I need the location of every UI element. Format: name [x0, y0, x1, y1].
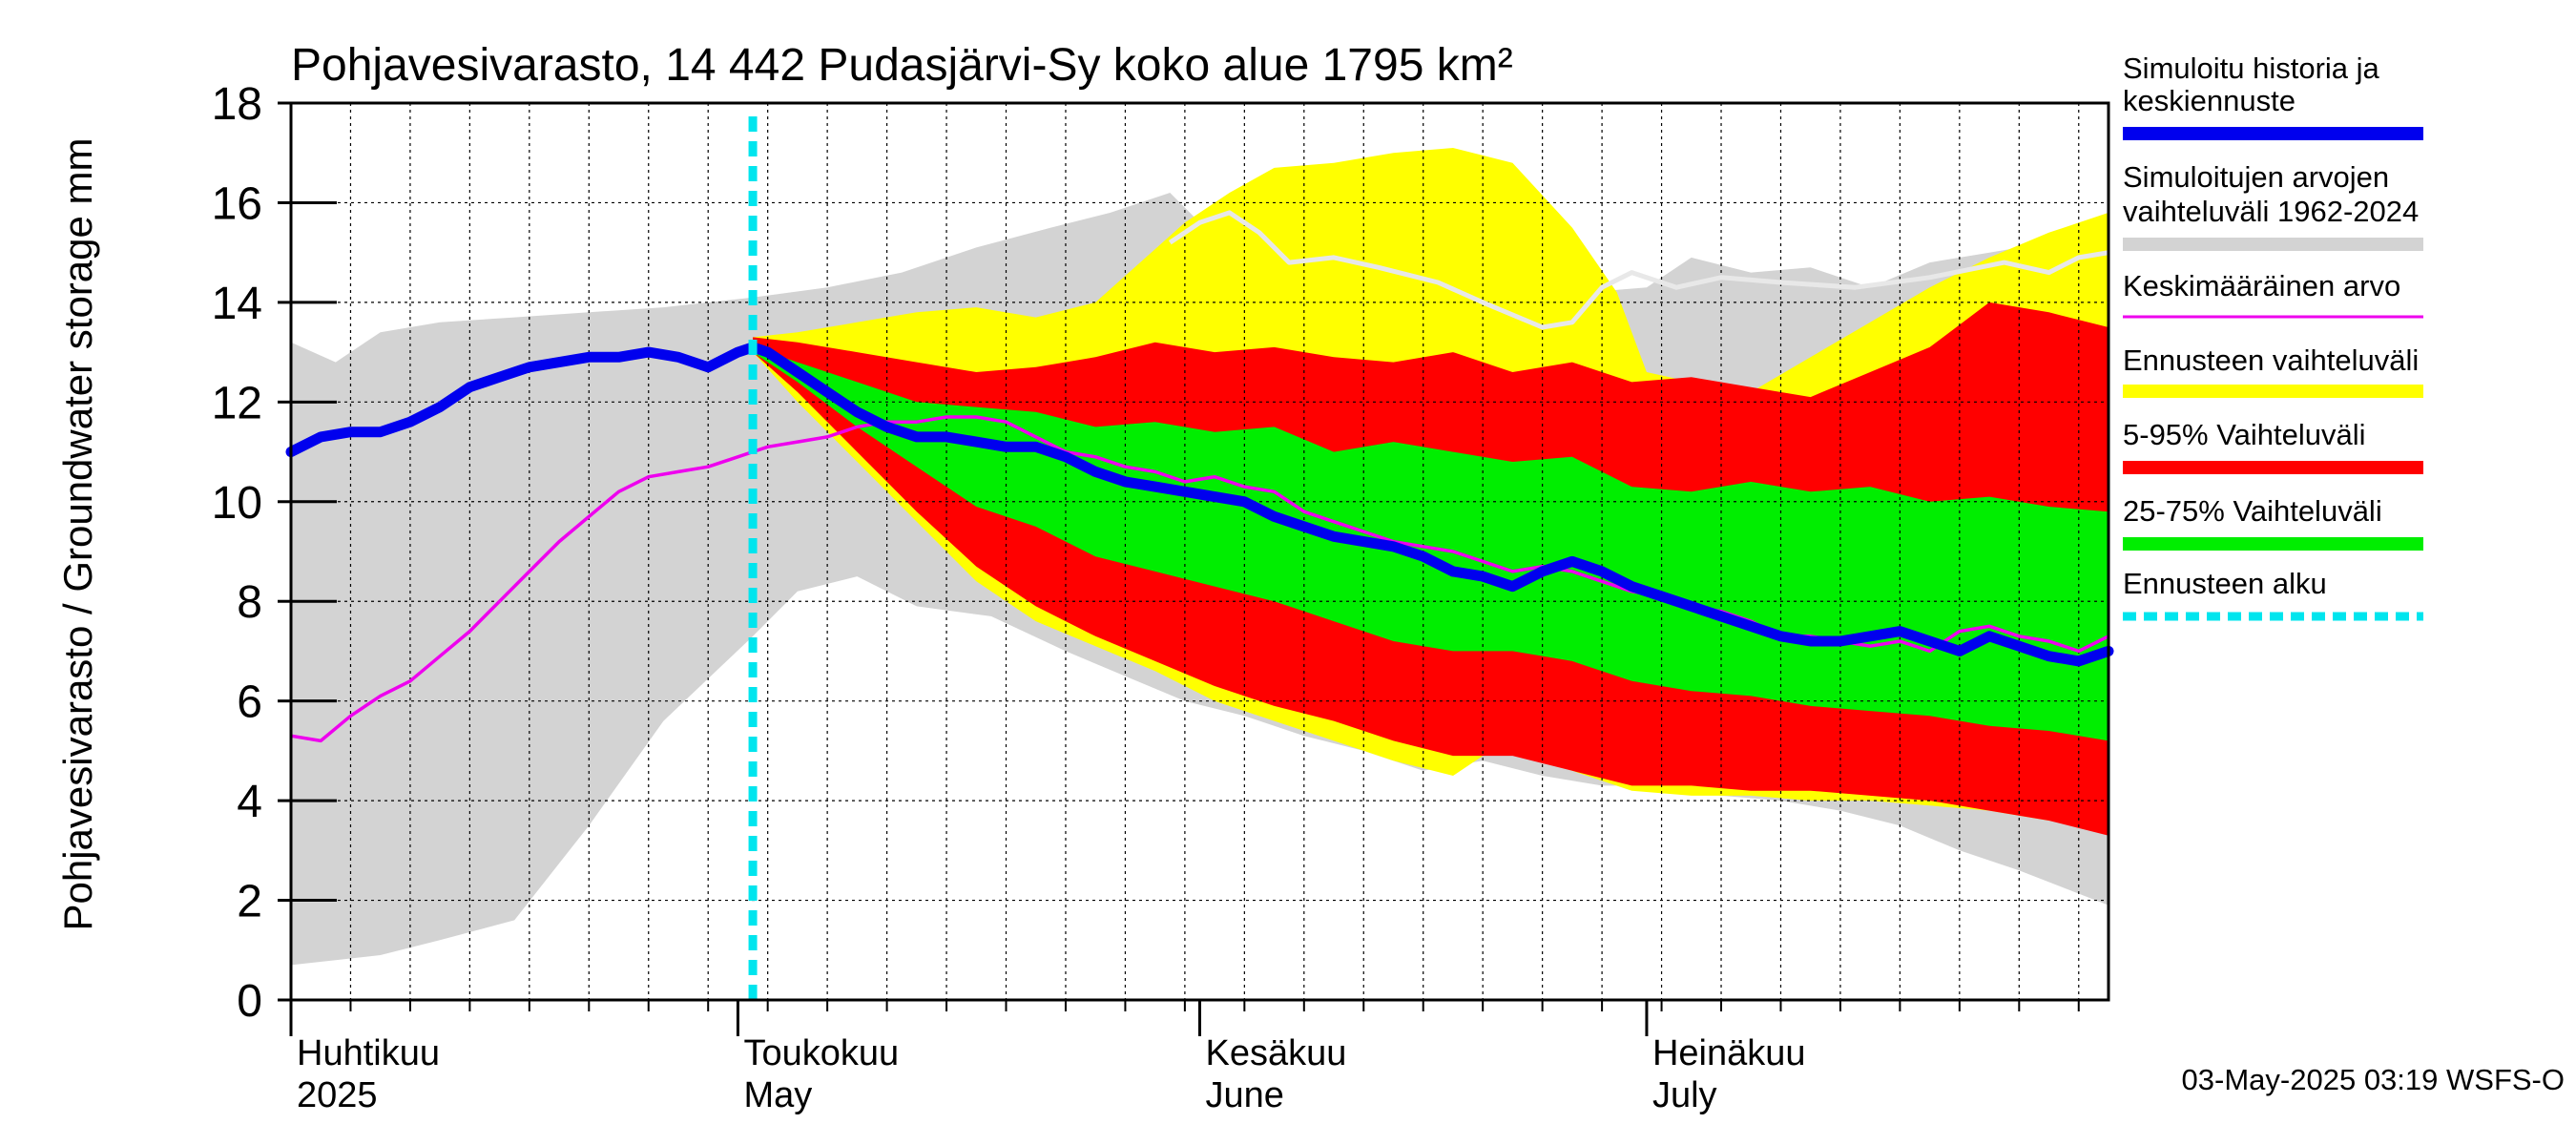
y-axis-label: Pohjavesivarasto / Groundwater storage m… — [55, 137, 100, 930]
historical-median-line — [1168, 210, 2109, 330]
x-month-label-en: May — [743, 1075, 812, 1115]
line-layer — [285, 116, 2114, 1000]
legend-item: 25-75% Vaihteluväli — [2123, 494, 2423, 551]
y-tick-label: 2 — [237, 877, 262, 927]
y-tick-label: 16 — [212, 178, 262, 229]
plot-fill-layer — [291, 148, 2109, 966]
y-tick-label: 0 — [237, 976, 262, 1027]
legend-item: 5-95% Vaihteluväli — [2123, 418, 2423, 474]
legend-label: 25-75% Vaihteluväli — [2123, 494, 2382, 528]
y-tick-label: 4 — [237, 777, 262, 827]
x-month-label-en: July — [1652, 1075, 1717, 1115]
timestamp: 03-May-2025 03:19 WSFS-O — [2182, 1063, 2565, 1096]
legend-label: Keskimääräinen arvo — [2123, 269, 2400, 302]
y-tick-label: 10 — [212, 478, 262, 529]
x-month-label: Heinäkuu — [1652, 1033, 1806, 1073]
y-axis: 0 2 4 6 8 10 12 14 16 18 — [212, 79, 337, 1027]
legend: Simuloitu historia jakeskiennusteSimuloi… — [2123, 52, 2423, 621]
legend-label: Ennusteen alku — [2123, 567, 2327, 600]
y-tick-label: 18 — [212, 79, 262, 130]
x-month-label: Toukokuu — [743, 1033, 899, 1073]
legend-label-2: keskiennuste — [2123, 84, 2296, 117]
grid-layer — [291, 103, 2109, 1000]
y-tick-label: 14 — [212, 279, 262, 329]
legend-item: Ennusteen alku — [2123, 567, 2423, 621]
x-month-label: Kesäkuu — [1206, 1033, 1347, 1073]
legend-label: Simuloitujen arvojen — [2123, 160, 2389, 194]
legend-label: 5-95% Vaihteluväli — [2123, 418, 2365, 451]
x-month-label: Huhtikuu — [297, 1033, 440, 1073]
p25-75-band — [753, 346, 2109, 741]
legend-label: Simuloitu historia ja — [2123, 52, 2380, 85]
legend-item: Keskimääräinen arvo — [2123, 269, 2423, 319]
x-month-label-en: June — [1206, 1075, 1284, 1115]
history-forecast-line — [285, 342, 2114, 667]
chart-title: Pohjavesivarasto, 14 442 Pudasjärvi-Sy k… — [291, 40, 1513, 91]
legend-label: Ennusteen vaihteluväli — [2123, 344, 2419, 377]
legend-item: Ennusteen vaihteluväli — [2123, 344, 2423, 398]
x-month-label-en: 2025 — [297, 1075, 378, 1115]
y-tick-label: 8 — [237, 577, 262, 628]
y-tick-label: 6 — [237, 677, 262, 728]
y-tick-label: 12 — [212, 378, 262, 428]
legend-label-2: vaihteluväli 1962-2024 — [2123, 195, 2419, 228]
